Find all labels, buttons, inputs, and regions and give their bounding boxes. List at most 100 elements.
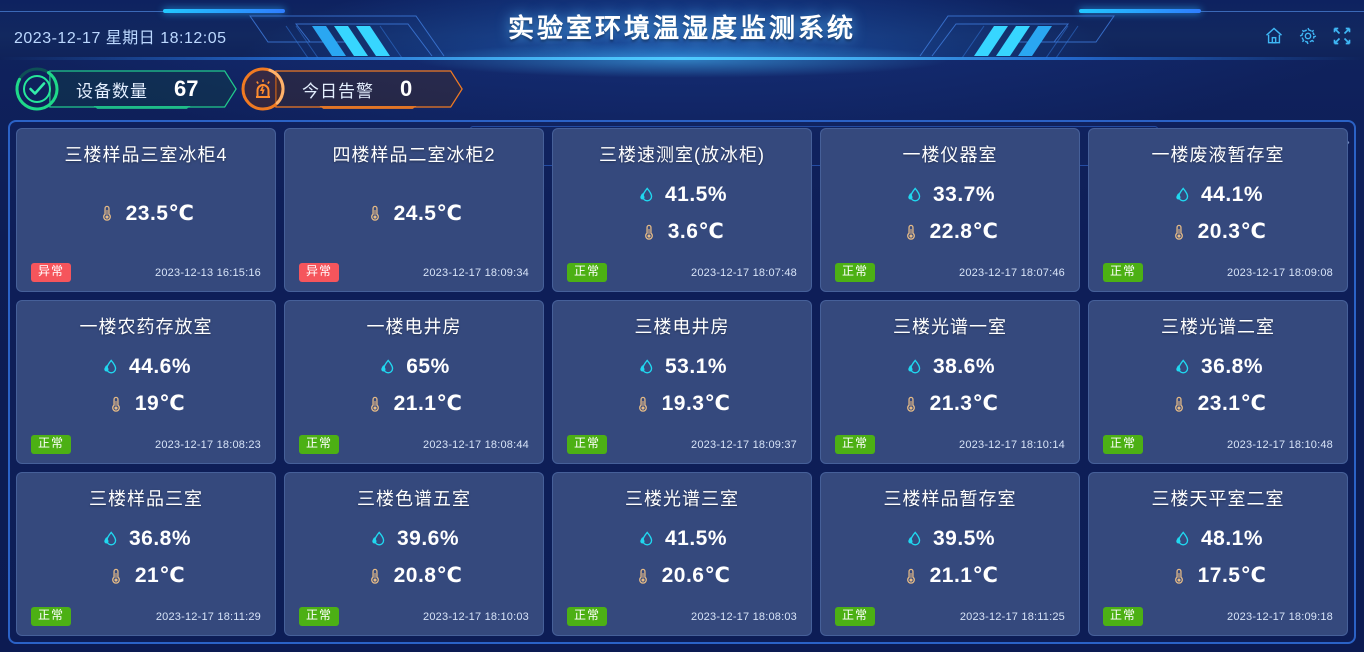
device-card[interactable]: 一楼仪器室 33.7% 22.8℃ 正常 2023-12-17 18:07:46 — [820, 128, 1080, 292]
status-badge: 正常 — [31, 607, 72, 626]
app-header: 实验室环境温湿度监测系统 2023-12-17 星期日 18:12:05 — [0, 0, 1364, 78]
thermometer-icon — [906, 396, 915, 412]
update-timestamp: 2023-12-17 18:10:48 — [1227, 438, 1333, 451]
humidity-row: 33.7% — [905, 182, 995, 208]
update-timestamp: 2023-12-17 18:11:29 — [155, 610, 261, 623]
device-footer: 异常 2023-12-17 18:09:34 — [295, 263, 533, 291]
device-footer: 正常 2023-12-17 18:10:03 — [295, 607, 533, 635]
device-readings: 48.1% 17.5℃ — [1099, 511, 1337, 607]
temperature-value: 21.3℃ — [929, 392, 999, 416]
temperature-value: 21.1℃ — [393, 392, 463, 416]
humidity-value: 39.6% — [396, 526, 460, 550]
temperature-row: 3.6℃ — [640, 219, 725, 245]
temperature-value: 20.6℃ — [661, 564, 731, 588]
device-name: 三楼电井房 — [634, 317, 730, 337]
device-name: 三楼速测室(放冰柜) — [599, 145, 765, 165]
fullscreen-icon[interactable] — [1332, 26, 1352, 46]
device-card[interactable]: 一楼农药存放室 44.6% 19℃ 正常 2023-12-17 18:08:23 — [16, 300, 276, 464]
gear-icon[interactable] — [1298, 26, 1318, 46]
temperature-row: 23.1℃ — [1170, 391, 1267, 417]
humidity-row: 39.5% — [905, 526, 995, 552]
humidity-value: 33.7% — [932, 182, 996, 206]
device-card[interactable]: 三楼样品三室 36.8% 21℃ 正常 2023-12-17 18:11:29 — [16, 472, 276, 636]
humidity-row: 41.5% — [637, 182, 727, 208]
device-card[interactable]: 三楼光谱二室 36.8% 23.1℃ 正常 2023-12-17 18:10:48 — [1088, 300, 1348, 464]
temperature-value: 20.8℃ — [393, 564, 463, 588]
stat-device-count[interactable]: 设备数量 67 — [14, 66, 238, 112]
device-footer: 正常 2023-12-17 18:09:18 — [1099, 607, 1337, 635]
update-timestamp: 2023-12-17 18:08:03 — [691, 610, 797, 623]
device-card[interactable]: 三楼样品三室冰柜4 23.5℃ 异常 2023-12-13 16:15:16 — [16, 128, 276, 292]
temperature-value: 21.1℃ — [929, 564, 999, 588]
device-footer: 正常 2023-12-17 18:08:44 — [295, 435, 533, 463]
stat-alarm-count[interactable]: 今日告警 0 — [240, 66, 464, 112]
device-name: 三楼样品暂存室 — [883, 489, 1017, 509]
datetime-display: 2023-12-17 星期日 18:12:05 — [14, 30, 227, 47]
temperature-row: 17.5℃ — [1170, 563, 1267, 589]
thermometer-icon — [111, 568, 120, 584]
device-readings: 33.7% 22.8℃ — [831, 167, 1069, 263]
temperature-value: 19℃ — [134, 392, 186, 416]
device-name: 三楼样品三室 — [89, 489, 203, 509]
update-timestamp: 2023-12-17 18:08:23 — [155, 438, 261, 451]
temperature-value: 19.3℃ — [661, 392, 731, 416]
device-readings: 24.5℃ — [295, 167, 533, 263]
water-drop-icon — [1176, 530, 1189, 546]
humidity-value: 48.1% — [1200, 526, 1264, 550]
temperature-row: 23.5℃ — [98, 200, 195, 226]
device-card[interactable]: 三楼色谱五室 39.6% 20.8℃ 正常 2023-12-17 18:10:03 — [284, 472, 544, 636]
temperature-value: 17.5℃ — [1197, 564, 1267, 588]
device-card[interactable]: 四楼样品二室冰柜2 24.5℃ 异常 2023-12-17 18:09:34 — [284, 128, 544, 292]
device-name: 三楼天平室二室 — [1151, 489, 1285, 509]
water-drop-icon — [104, 530, 117, 546]
device-card[interactable]: 三楼光谱一室 38.6% 21.3℃ 正常 2023-12-17 18:10:14 — [820, 300, 1080, 464]
device-card[interactable]: 三楼光谱三室 41.5% 20.6℃ 正常 2023-12-17 18:08:03 — [552, 472, 812, 636]
temperature-row: 19℃ — [107, 391, 185, 417]
water-drop-icon — [1176, 358, 1189, 374]
humidity-value: 53.1% — [664, 354, 728, 378]
update-timestamp: 2023-12-17 18:09:18 — [1227, 610, 1333, 623]
home-icon[interactable] — [1264, 26, 1284, 46]
device-panel: 三楼样品三室冰柜4 23.5℃ 异常 2023-12-13 16:15:16 四楼样品二… — [8, 120, 1356, 644]
stat-alarm-plate: 今日告警 0 — [274, 69, 464, 109]
device-card[interactable]: 一楼废液暂存室 44.1% 20.3℃ 正常 2023-12-17 18:09:08 — [1088, 128, 1348, 292]
device-name: 一楼电井房 — [366, 317, 462, 337]
update-timestamp: 2023-12-17 18:09:34 — [423, 266, 529, 279]
device-readings: 23.5℃ — [27, 167, 265, 263]
device-name: 三楼光谱一室 — [893, 317, 1007, 337]
stat-alarm-value: 0 — [400, 76, 413, 101]
humidity-value: 65% — [406, 354, 450, 378]
water-drop-icon — [1176, 186, 1189, 202]
thermometer-icon — [644, 224, 653, 240]
device-card[interactable]: 三楼天平室二室 48.1% 17.5℃ 正常 2023-12-17 18:09:18 — [1088, 472, 1348, 636]
humidity-row: 53.1% — [637, 354, 727, 380]
thermometer-icon — [906, 224, 915, 240]
temperature-value: 23.5℃ — [125, 201, 195, 225]
device-card[interactable]: 三楼样品暂存室 39.5% 21.1℃ 正常 2023-12-17 18:11:25 — [820, 472, 1080, 636]
device-card[interactable]: 三楼速测室(放冰柜) 41.5% 3.6℃ 正常 2023-12-17 18:07:48 — [552, 128, 812, 292]
device-readings: 38.6% 21.3℃ — [831, 339, 1069, 435]
alarm-light-icon — [240, 66, 286, 112]
update-timestamp: 2023-12-17 18:08:44 — [423, 438, 529, 451]
device-card[interactable]: 一楼电井房 65% 21.1℃ 正常 2023-12-17 18:08:44 — [284, 300, 544, 464]
humidity-value: 36.8% — [1200, 354, 1264, 378]
device-name: 三楼光谱二室 — [1161, 317, 1275, 337]
humidity-row: 48.1% — [1173, 526, 1263, 552]
header-accent-bar-right — [1079, 9, 1201, 13]
humidity-value: 39.5% — [932, 526, 996, 550]
status-badge: 正常 — [567, 607, 608, 626]
device-grid: 三楼样品三室冰柜4 23.5℃ 异常 2023-12-13 16:15:16 四楼样品二… — [16, 128, 1348, 636]
device-footer: 正常 2023-12-17 18:08:03 — [563, 607, 801, 635]
status-badge: 正常 — [1103, 435, 1144, 454]
update-timestamp: 2023-12-17 18:10:14 — [959, 438, 1065, 451]
humidity-row: 44.6% — [101, 354, 191, 380]
device-card[interactable]: 三楼电井房 53.1% 19.3℃ 正常 2023-12-17 18:09:37 — [552, 300, 812, 464]
device-readings: 41.5% 20.6℃ — [563, 511, 801, 607]
status-badge: 正常 — [567, 435, 608, 454]
water-drop-icon — [908, 186, 921, 202]
temperature-row: 20.8℃ — [366, 563, 463, 589]
device-footer: 正常 2023-12-17 18:11:25 — [831, 607, 1069, 635]
header-glow — [412, 42, 952, 78]
temperature-row: 22.8℃ — [902, 219, 999, 245]
humidity-value: 44.6% — [128, 354, 192, 378]
